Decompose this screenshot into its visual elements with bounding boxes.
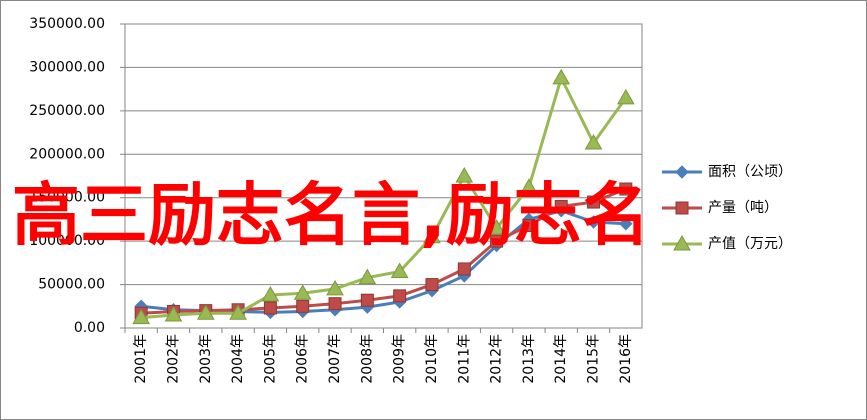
series-line (141, 187, 627, 315)
y-tick-label: 300000.00 (29, 59, 105, 75)
data-point (587, 195, 601, 209)
data-point (261, 285, 280, 302)
x-tick-label: 2009年 (392, 334, 408, 384)
data-point (393, 289, 407, 303)
x-tick-label: 2015年 (586, 334, 602, 384)
x-tick-label: 2006年 (295, 334, 311, 384)
y-tick-label: 100000.00 (29, 233, 105, 249)
data-point (328, 297, 342, 311)
y-tick-label: 200000.00 (29, 146, 105, 162)
x-tick-label: 2001年 (133, 334, 149, 384)
y-tick-label: 150000.00 (29, 190, 105, 206)
x-tick-label: 2014年 (553, 334, 569, 384)
x-tick-label: 2011年 (456, 334, 472, 384)
x-tick-label: 2016年 (618, 334, 634, 384)
data-point (584, 133, 603, 150)
x-tick-label: 2007年 (327, 334, 343, 384)
series-line (141, 73, 628, 320)
data-point (229, 304, 247, 320)
y-tick-label: 0.00 (74, 320, 105, 336)
data-point (423, 227, 441, 244)
legend-marker (675, 165, 689, 179)
data-point (425, 278, 439, 292)
data-point (296, 299, 310, 313)
x-tick-label: 2005年 (262, 334, 278, 384)
data-point (390, 262, 409, 279)
data-point (616, 88, 635, 105)
x-tick-label: 2013年 (521, 334, 537, 384)
data-point (586, 215, 601, 229)
data-point (490, 234, 504, 248)
data-point (520, 178, 538, 194)
legend-label: 产值（万元） (708, 236, 792, 252)
legend-label: 产量（吨） (708, 200, 778, 216)
x-tick-label: 2002年 (165, 334, 181, 384)
data-point (457, 262, 471, 276)
data-point (326, 279, 344, 296)
data-point (132, 308, 151, 325)
y-tick-label: 250000.00 (29, 103, 105, 119)
x-tick-label: 2008年 (359, 334, 375, 384)
x-tick-label: 2010年 (424, 334, 440, 384)
data-point (196, 304, 215, 320)
legend-marker (673, 234, 691, 251)
legend-marker (675, 201, 689, 215)
x-tick-label: 2003年 (198, 334, 214, 384)
y-tick-label: 50000.00 (38, 277, 105, 293)
data-point (619, 217, 633, 231)
data-point (358, 268, 377, 285)
data-point (552, 68, 571, 85)
data-point (554, 199, 568, 213)
overlay-text: 高三励志名言,励志名 (12, 177, 650, 256)
data-point (619, 182, 633, 196)
y-tick-label: 350000.00 (29, 16, 105, 32)
legend-label: 面积（公顷） (708, 164, 792, 180)
data-point (164, 305, 183, 322)
data-point (455, 166, 474, 183)
data-point (522, 219, 536, 233)
data-point (360, 293, 374, 307)
data-point (293, 284, 312, 300)
x-tick-label: 2004年 (230, 334, 246, 384)
data-point (263, 301, 277, 315)
data-point (487, 219, 506, 235)
x-tick-label: 2012年 (489, 334, 505, 384)
